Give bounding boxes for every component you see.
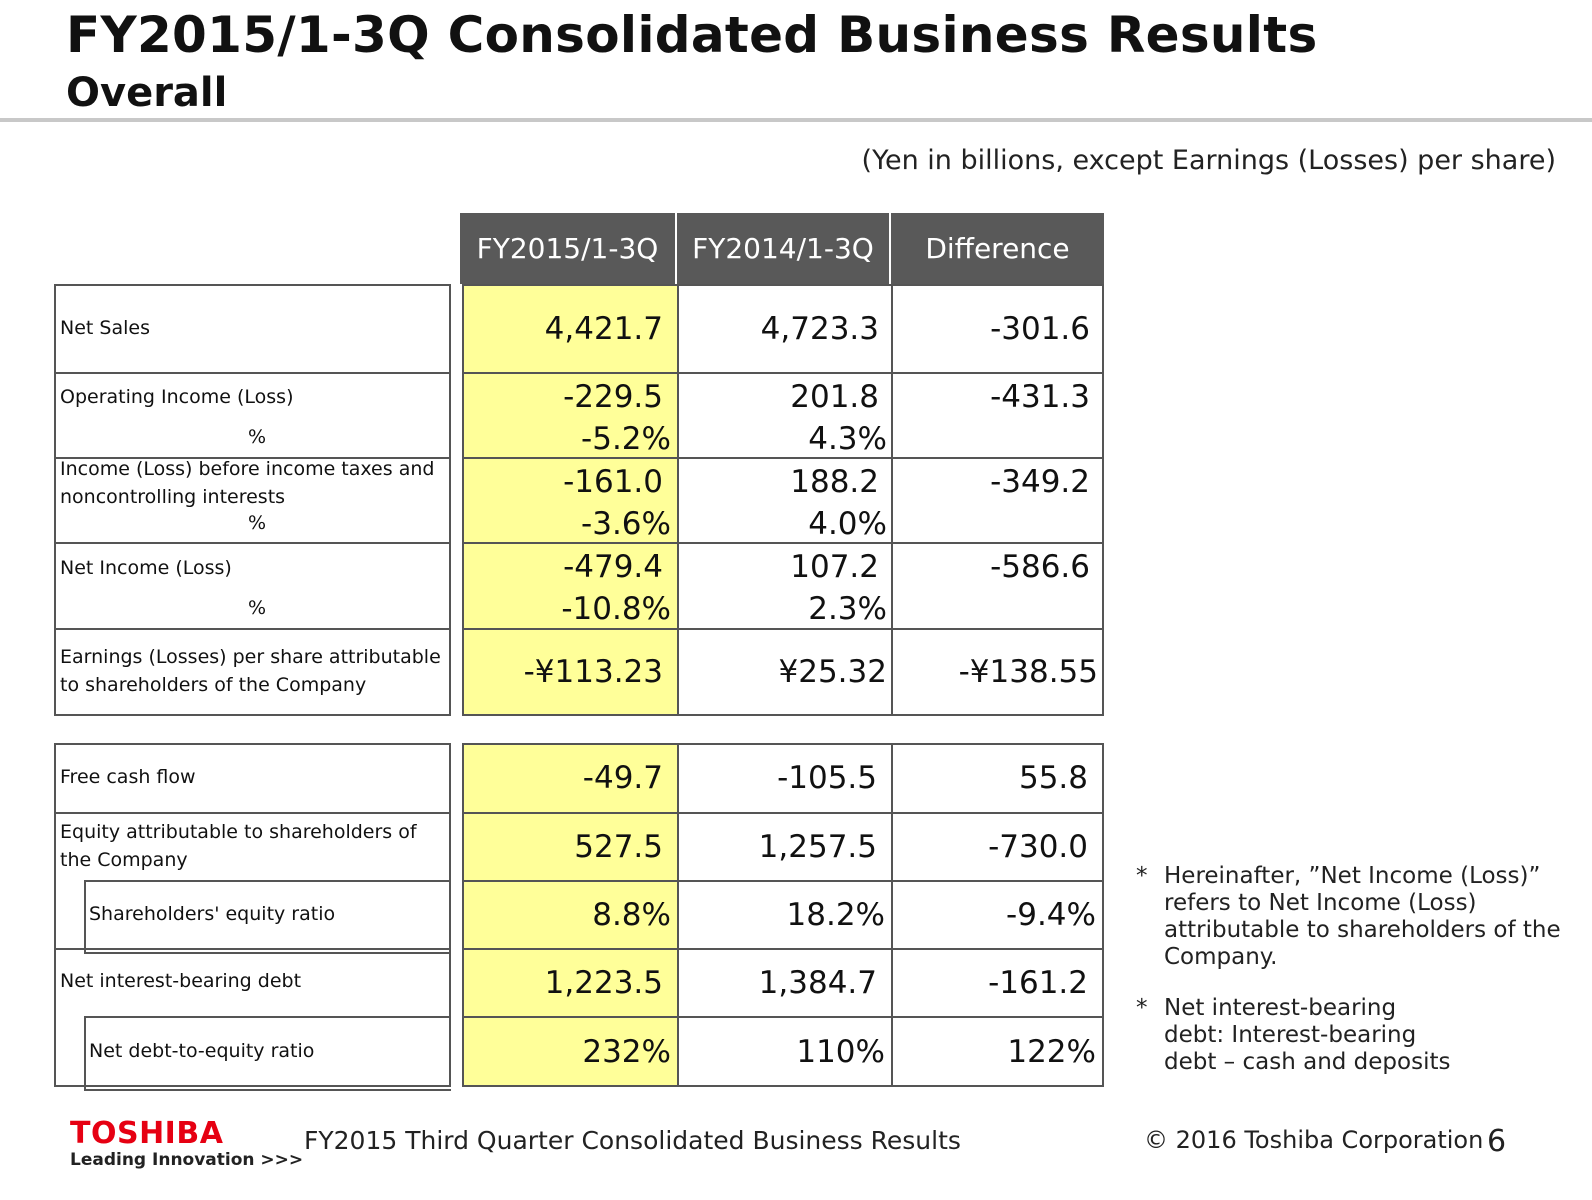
cell-net-debt-fy2014: 1,384.7 — [758, 965, 877, 1001]
column-header-difference: Difference — [889, 213, 1104, 284]
cell-pretax-income-diff: -349.2 — [990, 464, 1090, 500]
cell-operating-income-fy2014: 201.8 — [790, 379, 879, 415]
row-label-equity-ratio: Shareholders' equity ratio — [89, 903, 336, 925]
cell-operating-income-pct-fy2015: -5.2% — [581, 421, 671, 457]
cell-eps-diff: -¥138.55 — [958, 654, 1098, 690]
cell-pretax-income-fy2015: -161.0 — [563, 464, 663, 500]
column-header-fy2014: FY2014/1-3Q — [675, 213, 889, 284]
cell-fcf-fy2014: -105.5 — [777, 760, 877, 796]
cell-pretax-income-pct-fy2014: 4.0% — [808, 506, 887, 542]
row-label-equity: Equity attributable to shareholders of — [60, 821, 417, 843]
copyright-notice: © 2016 Toshiba Corporation — [1144, 1126, 1484, 1154]
page-subtitle: Overall — [66, 70, 228, 116]
cell-fcf-diff: 55.8 — [1018, 760, 1088, 796]
highlight-column — [464, 286, 677, 714]
balance-labels-box: Free cash flow Equity attributable to sh… — [54, 743, 451, 1091]
cell-equity-ratio-diff: -9.4% — [1006, 897, 1096, 933]
cell-de-ratio-fy2014: 110% — [796, 1034, 885, 1070]
cell-de-ratio-fy2015: 232% — [582, 1034, 671, 1070]
cell-fcf-fy2015: -49.7 — [582, 760, 663, 796]
cell-operating-income-fy2015: -229.5 — [563, 379, 663, 415]
row-label-pretax-income-line2: noncontrolling interests — [60, 486, 286, 508]
row-label-eps: Earnings (Losses) per share attributable — [60, 646, 441, 668]
cell-net-sales-diff: -301.6 — [990, 311, 1090, 347]
toshiba-logo: TOSHIBA — [70, 1116, 224, 1151]
cell-net-debt-diff: -161.2 — [988, 965, 1088, 1001]
row-label-operating-income-pct: % — [248, 426, 267, 448]
units-note: (Yen in billions, except Earnings (Losse… — [861, 145, 1556, 176]
cell-eps-fy2015: -¥113.23 — [523, 654, 663, 690]
row-label-pretax-income: Income (Loss) before income taxes and — [60, 458, 435, 480]
page-number: 6 — [1487, 1124, 1507, 1159]
row-label-net-sales: Net Sales — [60, 317, 150, 339]
footnote-net-income: * Hereinafter, ”Net Income (Loss)” refer… — [1136, 863, 1561, 970]
cell-equity-ratio-fy2014: 18.2% — [786, 897, 885, 933]
column-header-fy2015: FY2015/1-3Q — [460, 213, 675, 284]
row-label-net-debt: Net interest-bearing debt — [60, 970, 302, 992]
cell-equity-fy2015: 527.5 — [574, 829, 663, 865]
cell-equity-ratio-fy2015: 8.8% — [592, 897, 671, 933]
row-label-eps-line2: to shareholders of the Company — [60, 674, 367, 696]
cell-eps-fy2014: ¥25.32 — [778, 654, 887, 690]
row-label-pretax-income-pct: % — [248, 512, 267, 534]
cell-de-ratio-diff: 122% — [1007, 1034, 1096, 1070]
row-label-equity-line2: the Company — [60, 849, 188, 871]
balance-values-grid: -49.7 -105.5 55.8 527.5 1,257.5 -730.0 8… — [462, 743, 1104, 1087]
cell-pretax-income-pct-fy2015: -3.6% — [581, 506, 671, 542]
cell-net-income-fy2015: -479.4 — [563, 549, 663, 585]
cell-pretax-income-fy2014: 188.2 — [790, 464, 879, 500]
row-label-net-income: Net Income (Loss) — [60, 557, 232, 579]
cell-net-sales-fy2014: 4,723.3 — [760, 311, 879, 347]
income-labels-box: Net Sales Operating Income (Loss) % Inco… — [54, 284, 451, 716]
cell-net-income-fy2014: 107.2 — [790, 549, 879, 585]
cell-operating-income-pct-fy2014: 4.3% — [808, 421, 887, 457]
page-title: FY2015/1-3Q Consolidated Business Result… — [66, 6, 1318, 64]
cell-net-income-diff: -586.6 — [990, 549, 1090, 585]
row-label-debt-equity-ratio: Net debt-to-equity ratio — [89, 1040, 315, 1062]
income-values-grid: 4,421.7 4,723.3 -301.6 -229.5 -5.2% 201.… — [462, 284, 1104, 716]
logo-tagline: Leading Innovation >>> — [70, 1150, 304, 1170]
cell-net-sales-fy2015: 4,421.7 — [544, 311, 663, 347]
row-label-operating-income: Operating Income (Loss) — [60, 386, 294, 408]
footer-document-title: FY2015 Third Quarter Consolidated Busine… — [304, 1126, 961, 1155]
footnote-net-debt: * Net interest-bearing debt: Interest-be… — [1136, 995, 1451, 1075]
cell-net-income-pct-fy2014: 2.3% — [808, 591, 887, 627]
title-divider — [0, 118, 1592, 122]
cell-equity-fy2014: 1,257.5 — [758, 829, 877, 865]
cell-equity-diff: -730.0 — [988, 829, 1088, 865]
row-label-net-income-pct: % — [248, 597, 267, 619]
cell-operating-income-diff: -431.3 — [990, 379, 1090, 415]
cell-net-debt-fy2015: 1,223.5 — [544, 965, 663, 1001]
row-label-free-cash-flow: Free cash flow — [60, 766, 196, 788]
cell-net-income-pct-fy2015: -10.8% — [561, 591, 671, 627]
